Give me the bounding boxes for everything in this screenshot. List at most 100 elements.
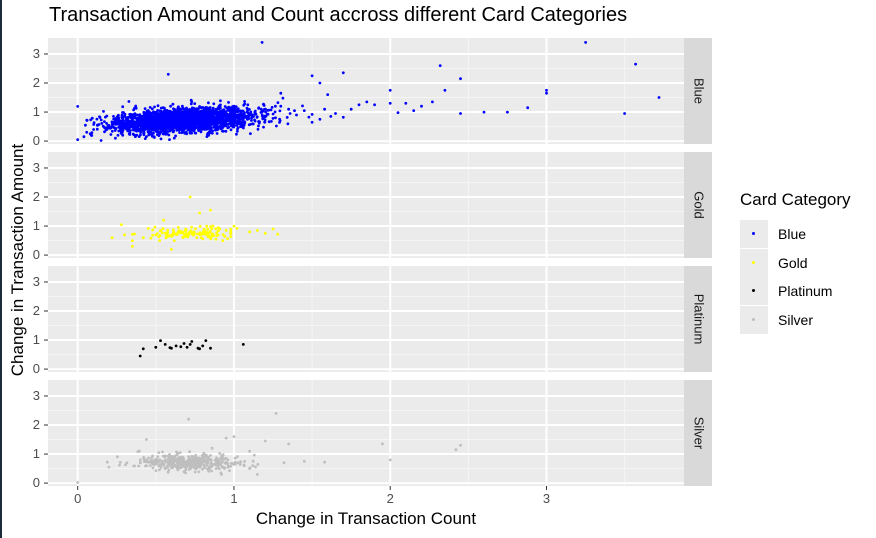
- data-point: [197, 129, 201, 133]
- data-point: [267, 120, 271, 124]
- y-tick-label: 3: [33, 388, 40, 403]
- data-point: [116, 455, 119, 459]
- data-point: [200, 454, 204, 458]
- data-point: [202, 119, 206, 123]
- data-point: [188, 343, 192, 346]
- data-point: [141, 347, 145, 351]
- data-point: [229, 229, 233, 233]
- data-point: [236, 129, 239, 133]
- data-point: [198, 347, 202, 351]
- data-point: [148, 460, 152, 464]
- data-point: [201, 344, 205, 348]
- y-tick-label: 1: [33, 332, 40, 347]
- data-point: [151, 466, 155, 470]
- data-point: [251, 464, 255, 468]
- data-point: [136, 122, 140, 126]
- data-point: [329, 115, 333, 118]
- data-point: [254, 465, 257, 469]
- data-point: [207, 117, 211, 121]
- data-point: [125, 461, 129, 465]
- data-point: [334, 112, 337, 115]
- data-point: [233, 107, 237, 110]
- data-point: [147, 456, 151, 460]
- data-point: [274, 412, 278, 415]
- data-point: [205, 231, 209, 235]
- data-point: [270, 120, 273, 123]
- data-point: [90, 116, 94, 120]
- legend-item-silver: Silver: [740, 306, 851, 335]
- data-point: [182, 464, 185, 467]
- data-point: [238, 462, 242, 466]
- data-point: [152, 110, 155, 114]
- data-point: [221, 129, 224, 133]
- data-point: [194, 126, 198, 129]
- data-point: [584, 41, 587, 44]
- data-point: [279, 91, 283, 95]
- data-point: [175, 128, 179, 132]
- data-point: [157, 131, 161, 135]
- x-tick-label: 3: [543, 491, 550, 506]
- data-point: [199, 130, 203, 134]
- data-point: [235, 455, 239, 459]
- data-point: [211, 224, 215, 228]
- data-point: [120, 119, 124, 122]
- data-point: [126, 117, 130, 121]
- data-point: [201, 467, 204, 471]
- data-point: [216, 465, 220, 468]
- data-point: [152, 128, 156, 132]
- data-point: [144, 464, 147, 468]
- data-point: [232, 104, 236, 108]
- data-point: [121, 116, 125, 119]
- data-point: [224, 457, 228, 460]
- data-point: [119, 130, 123, 134]
- data-point: [171, 462, 175, 466]
- data-point: [166, 126, 170, 130]
- data-point: [181, 123, 185, 127]
- data-point: [238, 121, 242, 125]
- data-point: [198, 106, 202, 109]
- data-point: [179, 466, 183, 469]
- data-point: [226, 458, 230, 462]
- data-point: [263, 439, 267, 443]
- data-point: [168, 138, 171, 142]
- data-point: [209, 208, 212, 212]
- data-point: [131, 123, 135, 126]
- data-point: [243, 100, 247, 103]
- data-point: [183, 117, 187, 121]
- data-point: [195, 466, 199, 470]
- legend-title: Card Category: [740, 190, 851, 209]
- data-point: [276, 101, 280, 104]
- data-point: [147, 133, 151, 137]
- data-point: [205, 224, 209, 228]
- data-point: [223, 235, 227, 238]
- data-point: [148, 106, 152, 109]
- data-point: [190, 454, 194, 458]
- data-point: [187, 457, 191, 461]
- data-point: [187, 417, 191, 421]
- data-point: [202, 465, 206, 468]
- data-point: [208, 115, 211, 118]
- data-point: [168, 460, 172, 464]
- data-point: [218, 115, 222, 119]
- data-point: [140, 119, 144, 123]
- data-point: [76, 105, 80, 108]
- data-point: [203, 127, 206, 131]
- data-point: [237, 118, 241, 122]
- data-point: [210, 131, 214, 135]
- data-point: [139, 131, 143, 134]
- data-point: [152, 123, 156, 126]
- data-point: [209, 346, 212, 350]
- data-point: [190, 340, 194, 343]
- data-point: [181, 235, 185, 239]
- data-point: [131, 245, 134, 248]
- data-point: [180, 126, 184, 129]
- data-point: [202, 124, 206, 128]
- data-point: [273, 110, 277, 114]
- data-point: [135, 125, 139, 129]
- data-point: [233, 460, 237, 464]
- data-point: [157, 451, 161, 454]
- data-point: [166, 130, 170, 133]
- data-point: [225, 119, 229, 123]
- data-point: [198, 211, 202, 215]
